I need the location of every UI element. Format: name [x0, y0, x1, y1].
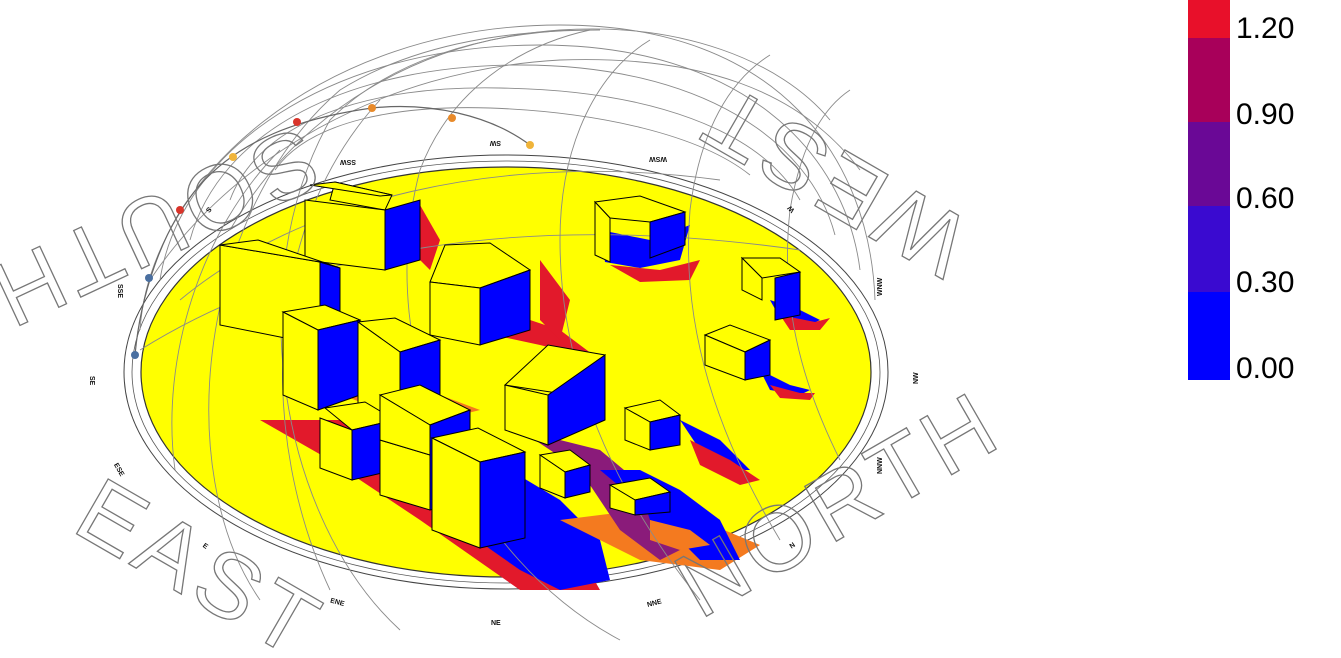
label-se: SE: [88, 376, 95, 386]
sun-marker: [131, 351, 139, 359]
sun-marker: [293, 118, 301, 126]
building: [430, 427, 527, 549]
sun-marker: [448, 114, 456, 122]
label-nw: NW: [913, 372, 920, 384]
label-ne: NE: [491, 620, 501, 627]
sun-marker: [368, 104, 376, 112]
label-sw: SW: [489, 139, 501, 146]
legend-swatch: [1188, 38, 1230, 122]
building: [608, 477, 672, 516]
sun-marker: [176, 206, 184, 214]
sun-marker: [526, 141, 534, 149]
sun-marker: [229, 153, 237, 161]
building: [740, 256, 802, 321]
building: [503, 344, 606, 446]
sun-marker: [145, 274, 153, 282]
building: [703, 324, 772, 381]
buildings: [219, 181, 802, 549]
legend-swatch: [1188, 206, 1230, 292]
legend-swatch: [1188, 122, 1230, 206]
sun-markers: [131, 104, 534, 359]
label-w: W: [786, 204, 796, 214]
label-sse: SSE: [116, 284, 123, 298]
color-legend: 1.20 0.90 0.60 0.30 0.00: [1188, 0, 1294, 385]
label-ene: ENE: [329, 598, 345, 609]
legend-label: 0.00: [1236, 352, 1294, 385]
legend-swatch: [1188, 0, 1230, 38]
building: [304, 181, 421, 271]
label-n: N: [789, 542, 797, 551]
label-nnw: NNW: [877, 457, 884, 474]
label-nne: NNE: [646, 598, 662, 609]
legend-label: 1.20: [1236, 12, 1294, 45]
legend-label: 0.90: [1236, 98, 1294, 131]
ground-ring-outer: [123, 154, 889, 590]
building: [281, 304, 362, 411]
building: [429, 242, 532, 346]
label-wsw: WSW: [649, 155, 667, 162]
legend-swatch: [1188, 292, 1230, 380]
compass-small-labels: SSW SW WSW S SSE SE ESE E ENE NE NNE N N…: [88, 139, 920, 627]
label-ssw: SSW: [340, 158, 356, 165]
label-wnw: WNW: [877, 277, 884, 296]
legend-label: 0.30: [1236, 266, 1294, 299]
sun-path: [134, 105, 531, 356]
building: [538, 449, 592, 499]
legend-label: 0.60: [1236, 182, 1294, 215]
building: [593, 195, 687, 263]
label-e: E: [201, 542, 209, 551]
label-s: S: [204, 205, 212, 213]
ground-ring-inner: [131, 160, 881, 584]
building: [623, 399, 682, 451]
